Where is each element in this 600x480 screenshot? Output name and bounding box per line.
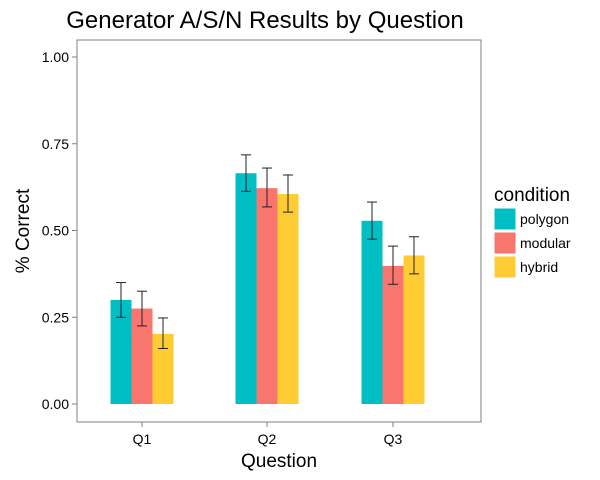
errorbars-layer xyxy=(116,154,419,349)
bar-hybrid-Q1 xyxy=(152,333,174,404)
x-tick-label: Q3 xyxy=(384,431,403,447)
bar-hybrid-Q3 xyxy=(403,255,425,404)
x-tick-label: Q2 xyxy=(258,431,277,447)
legend-key-modular xyxy=(493,231,517,255)
y-tick-label: 0.25 xyxy=(42,309,69,325)
chart-title: Generator A/S/N Results by Question xyxy=(66,7,464,34)
legend-title: condition xyxy=(494,185,570,206)
bar-modular-Q2 xyxy=(256,188,278,404)
legend-key-polygon xyxy=(493,207,517,231)
bar-hybrid-Q2 xyxy=(277,194,299,404)
bar-polygon-Q2 xyxy=(235,173,257,404)
legend-key-hybrid xyxy=(493,255,517,279)
bar-polygon-Q1 xyxy=(110,299,132,404)
bars-layer xyxy=(110,173,425,404)
bar-polygon-Q3 xyxy=(361,220,383,404)
y-tick-label: 0.75 xyxy=(42,136,69,152)
y-tick-label: 0.50 xyxy=(42,223,69,239)
legend-label-modular: modular xyxy=(520,235,571,251)
y-tick-label: 1.00 xyxy=(42,49,69,65)
legend-label-hybrid: hybrid xyxy=(520,259,558,275)
legend-label-polygon: polygon xyxy=(520,211,569,227)
bar-modular-Q1 xyxy=(131,308,153,404)
legend: condition polygon modular hybrid xyxy=(493,185,571,279)
x-tick-label: Q1 xyxy=(133,431,152,447)
x-axis-title: Question xyxy=(241,451,317,472)
bar-modular-Q3 xyxy=(382,265,404,404)
y-tick-label: 0.00 xyxy=(42,396,69,412)
y-axis-title: % Correct xyxy=(13,188,34,273)
x-axis: Q1 Q2 Q3 xyxy=(133,422,403,447)
y-axis: 0.00 0.25 0.50 0.75 1.00 xyxy=(42,49,77,412)
